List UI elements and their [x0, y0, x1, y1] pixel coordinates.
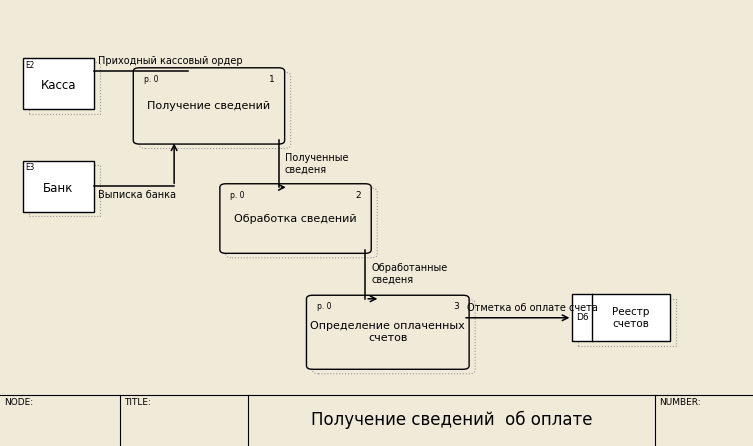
FancyBboxPatch shape [306, 295, 469, 369]
Bar [29, 62, 100, 114]
Text: D6: D6 [576, 313, 588, 322]
Text: Отметка об оплате счета: Отметка об оплате счета [467, 303, 598, 313]
Text: p. 0: p. 0 [317, 302, 331, 311]
FancyBboxPatch shape [220, 184, 371, 253]
Text: 1: 1 [269, 75, 275, 84]
Text: 2: 2 [356, 191, 361, 200]
Bar [29, 165, 100, 216]
Text: Обработанные
сведеня: Обработанные сведеня [371, 264, 447, 285]
Text: p. 0: p. 0 [230, 191, 245, 200]
Text: Приходный кассовый ордер: Приходный кассовый ордер [98, 56, 242, 66]
Text: Касса: Касса [41, 79, 76, 92]
Text: Получение сведений: Получение сведений [148, 101, 270, 111]
Text: Обработка сведений: Обработка сведений [234, 214, 357, 223]
Bar [578, 299, 676, 346]
Text: Выписка банка: Выписка банка [98, 190, 176, 200]
Bar [23, 58, 94, 109]
Text: 3: 3 [453, 302, 459, 311]
Text: Определение оплаченных
счетов: Определение оплаченных счетов [310, 322, 465, 343]
Text: Полученные
сведеня: Полученные сведеня [285, 153, 348, 175]
Text: TITLE:: TITLE: [124, 398, 151, 407]
Bar [23, 161, 94, 212]
Bar [572, 294, 670, 341]
Text: Реестр
счетов: Реестр счетов [612, 307, 650, 329]
Text: Банк: Банк [43, 182, 74, 195]
Text: NODE:: NODE: [4, 398, 33, 407]
Text: NUMBER:: NUMBER: [659, 398, 700, 407]
Text: E3: E3 [26, 163, 35, 172]
Text: p. 0: p. 0 [144, 75, 158, 84]
Text: Получение сведений  об оплате: Получение сведений об оплате [311, 411, 593, 429]
FancyBboxPatch shape [133, 68, 285, 144]
Text: E2: E2 [26, 61, 35, 70]
